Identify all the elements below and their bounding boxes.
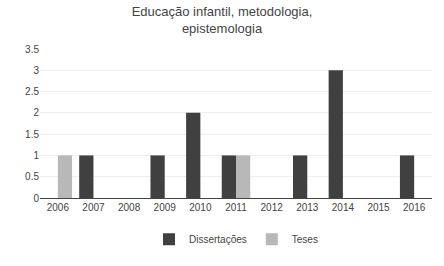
svg-text:Educação infantil, metodologia: Educação infantil, metodologia,epistemol…	[132, 4, 313, 36]
svg-text:2015: 2015	[367, 202, 390, 213]
svg-text:2.5: 2.5	[25, 86, 39, 97]
svg-text:Dissertações: Dissertações	[189, 234, 247, 245]
svg-text:2008: 2008	[118, 202, 141, 213]
svg-text:0: 0	[33, 193, 39, 204]
svg-text:2011: 2011	[225, 202, 247, 213]
svg-text:2006: 2006	[47, 202, 70, 213]
svg-text:Teses: Teses	[292, 234, 318, 245]
svg-text:0.5: 0.5	[25, 171, 39, 182]
svg-text:3.5: 3.5	[25, 44, 39, 55]
svg-text:2012: 2012	[261, 202, 284, 213]
svg-text:2009: 2009	[154, 202, 177, 213]
svg-text:2010: 2010	[189, 202, 212, 213]
svg-text:2016: 2016	[403, 202, 426, 213]
svg-text:2014: 2014	[332, 202, 355, 213]
svg-text:2: 2	[33, 107, 39, 118]
svg-text:2013: 2013	[296, 202, 319, 213]
svg-text:2007: 2007	[82, 202, 105, 213]
svg-text:3: 3	[33, 65, 39, 76]
svg-text:1: 1	[33, 150, 39, 161]
svg-text:1.5: 1.5	[25, 129, 39, 140]
